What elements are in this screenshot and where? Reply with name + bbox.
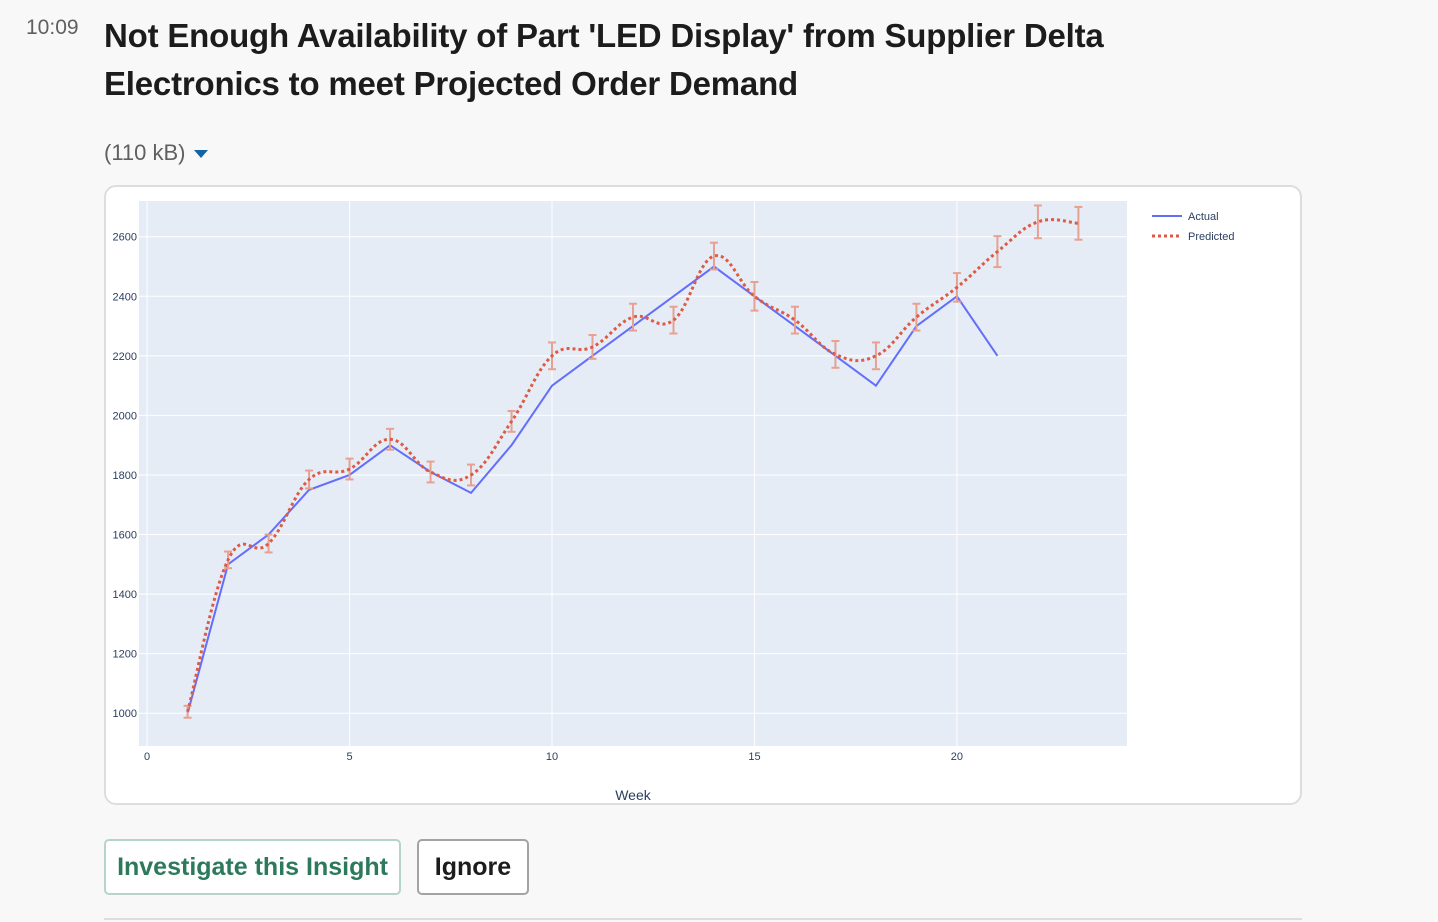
legend-actual-label: Actual — [1188, 211, 1219, 223]
investigate-insight-button[interactable]: Investigate this Insight — [104, 839, 401, 895]
x-tick-label: 15 — [748, 751, 760, 763]
message-divider — [104, 918, 1302, 920]
x-tick-label: 0 — [144, 751, 150, 763]
y-tick-label: 2600 — [113, 232, 137, 244]
predicted-series-line — [186, 218, 1079, 713]
y-tick-label: 1600 — [113, 530, 137, 542]
x-tick-label: 20 — [951, 751, 963, 763]
y-tick-label: 1800 — [113, 470, 137, 482]
ignore-button[interactable]: Ignore — [417, 839, 529, 895]
plot-area — [139, 201, 1127, 746]
message-timestamp[interactable]: 10:09 — [26, 16, 79, 39]
y-tick-label: 2000 — [113, 410, 137, 422]
file-size-label: (110 kB) — [104, 140, 186, 165]
y-tick-label: 1200 — [113, 649, 137, 661]
y-tick-label: 2200 — [113, 351, 137, 363]
x-tick-label: 10 — [546, 751, 558, 763]
chart-card: 1000 1200 1400 1600 1800 2000 2200 2400 2600 0 5 10… — [104, 185, 1302, 805]
demand-chart: 1000 1200 1400 1600 1800 2000 2200 2400 2600 0 5 10… — [113, 201, 1234, 803]
insight-title: Not Enough Availability of Part 'LED Dis… — [104, 17, 1104, 102]
y-tick-label: 1000 — [113, 708, 137, 720]
file-size-toggle[interactable]: (110 kB) — [104, 140, 208, 166]
y-tick-label: 2400 — [113, 291, 137, 303]
x-tick-label: 5 — [346, 751, 352, 763]
y-tick-label: 1400 — [113, 589, 137, 601]
caret-down-icon[interactable] — [193, 150, 208, 158]
x-axis-title: Week — [615, 787, 652, 803]
legend-predicted-label: Predicted — [1188, 231, 1234, 243]
